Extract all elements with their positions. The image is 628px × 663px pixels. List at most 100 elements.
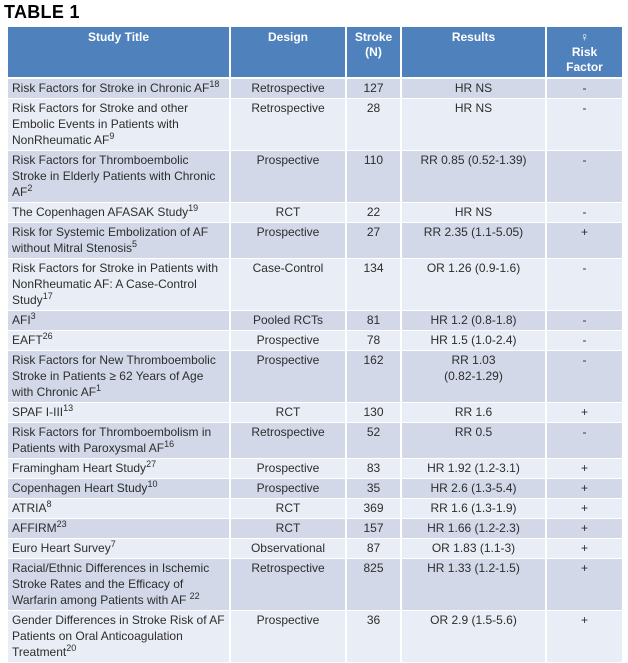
study-title-cell: ATRIA8 [6, 498, 231, 519]
table-row: The Copenhagen AFASAK Study19 RCT 22 HR NS - [6, 202, 624, 223]
reference-superscript: 10 [147, 479, 158, 489]
column-header-study: Study Title [6, 25, 231, 79]
column-header-n: Stroke (N) [345, 25, 402, 79]
risk-factor-cell: - [545, 202, 624, 223]
table-row: Framingham Heart Study27 Prospective 83 HR … [6, 458, 624, 479]
reference-superscript: 7 [110, 539, 116, 549]
risk-factor-cell: - [545, 98, 624, 151]
study-title-cell: Risk Factors for Thromboembolic Stroke i… [6, 150, 231, 203]
risk-factor-cell: + [545, 498, 624, 519]
design-cell: Prospective [229, 458, 347, 479]
stroke-n-cell: 110 [345, 150, 402, 203]
design-cell: Retrospective [229, 422, 347, 459]
studies-table: Study Title Design Stroke (N) Results ♀ Risk… [6, 25, 624, 663]
study-title-cell: Racial/Ethnic Differences in Ischemic St… [6, 558, 231, 611]
stroke-n-cell: 27 [345, 222, 402, 259]
design-cell: Pooled RCTs [229, 310, 347, 331]
table-header: Study Title Design Stroke (N) Results ♀ Risk… [6, 25, 624, 79]
risk-factor-cell: - [545, 258, 624, 311]
risk-factor-cell: + [545, 538, 624, 559]
design-cell: RCT [229, 202, 347, 223]
risk-factor-cell: - [545, 150, 624, 203]
results-cell: HR 1.92 (1.2-3.1) [400, 458, 547, 479]
stroke-n-cell: 28 [345, 98, 402, 151]
table-row: Risk Factors for Thromboembolism in Pati… [6, 422, 624, 459]
study-title-cell: SPAF I-III13 [6, 402, 231, 423]
reference-superscript: 23 [56, 519, 67, 529]
table-row: Copenhagen Heart Study10 Prospective 35 HR … [6, 478, 624, 499]
design-cell: Prospective [229, 330, 347, 351]
design-cell: Retrospective [229, 558, 347, 611]
design-cell: RCT [229, 498, 347, 519]
reference-superscript: 8 [46, 499, 52, 509]
results-cell: RR 1.03 (0.82-1.29) [400, 350, 547, 403]
results-cell: RR 1.6 [400, 402, 547, 423]
table-row: Risk Factors for Stroke and other Emboli… [6, 98, 624, 151]
stroke-n-cell: 36 [345, 610, 402, 663]
header-row: Study Title Design Stroke (N) Results ♀ Risk… [6, 25, 624, 79]
reference-superscript: 19 [188, 203, 199, 213]
design-cell: Retrospective [229, 98, 347, 151]
table-row: ATRIA8 RCT 369 RR 1.6 (1.3-1.9) + [6, 498, 624, 519]
stroke-n-cell: 52 [345, 422, 402, 459]
results-cell: HR 1.5 (1.0-2.4) [400, 330, 547, 351]
study-title-cell: AFFIRM23 [6, 518, 231, 539]
study-title-cell: Risk Factors for Thromboembolism in Pati… [6, 422, 231, 459]
results-cell: OR 1.83 (1.1-3) [400, 538, 547, 559]
risk-factor-cell: + [545, 518, 624, 539]
design-cell: RCT [229, 518, 347, 539]
column-header-risk: ♀ Risk Factor [545, 25, 624, 79]
study-title-cell: Risk for Systemic Embolization of AF wit… [6, 222, 231, 259]
stroke-n-cell: 134 [345, 258, 402, 311]
study-title-cell: Risk Factors for New Thromboembolic Stro… [6, 350, 231, 403]
stroke-n-cell: 35 [345, 478, 402, 499]
results-cell: HR 1.2 (0.8-1.8) [400, 310, 547, 331]
table-row: Gender Differences in Stroke Risk of AF … [6, 610, 624, 663]
table-body: Risk Factors for Stroke in Chronic AF18 R… [6, 77, 624, 663]
stroke-n-cell: 157 [345, 518, 402, 539]
table-row: Risk for Systemic Embolization of AF wit… [6, 222, 624, 259]
stroke-n-cell: 162 [345, 350, 402, 403]
results-cell: HR 2.6 (1.3-5.4) [400, 478, 547, 499]
design-cell: Prospective [229, 150, 347, 203]
table-row: Risk Factors for Thromboembolic Stroke i… [6, 150, 624, 203]
risk-factor-cell: - [545, 77, 624, 99]
stroke-n-cell: 127 [345, 77, 402, 99]
study-title-cell: Risk Factors for Stroke in Chronic AF18 [6, 77, 231, 99]
results-cell: HR 1.33 (1.2-1.5) [400, 558, 547, 611]
results-cell: HR 1.66 (1.2-2.3) [400, 518, 547, 539]
design-cell: Prospective [229, 610, 347, 663]
reference-superscript: 20 [66, 643, 77, 653]
stroke-n-cell: 130 [345, 402, 402, 423]
study-title-cell: AFI3 [6, 310, 231, 331]
stroke-n-cell: 81 [345, 310, 402, 331]
table-row: SPAF I-III13 RCT 130 RR 1.6 + [6, 402, 624, 423]
reference-superscript: 1 [96, 383, 102, 393]
results-cell: RR 0.85 (0.52-1.39) [400, 150, 547, 203]
stroke-n-cell: 825 [345, 558, 402, 611]
results-cell: RR 0.5 [400, 422, 547, 459]
reference-superscript: 18 [209, 79, 220, 89]
risk-factor-cell: - [545, 310, 624, 331]
risk-factor-cell: + [545, 222, 624, 259]
risk-factor-cell: - [545, 350, 624, 403]
reference-superscript: 2 [27, 183, 33, 193]
stroke-n-cell: 83 [345, 458, 402, 479]
risk-factor-cell: + [545, 402, 624, 423]
results-cell: RR 1.6 (1.3-1.9) [400, 498, 547, 519]
column-header-results: Results [400, 25, 547, 79]
study-title-cell: Risk Factors for Stroke and other Emboli… [6, 98, 231, 151]
reference-superscript: 5 [132, 239, 138, 249]
results-cell: OR 2.9 (1.5-5.6) [400, 610, 547, 663]
table-row: AFFIRM23 RCT 157 HR 1.66 (1.2-2.3) + [6, 518, 624, 539]
study-title-cell: Euro Heart Survey7 [6, 538, 231, 559]
table-row: Racial/Ethnic Differences in Ischemic St… [6, 558, 624, 611]
risk-factor-cell: + [545, 478, 624, 499]
design-cell: Prospective [229, 350, 347, 403]
design-cell: Prospective [229, 478, 347, 499]
stroke-n-cell: 22 [345, 202, 402, 223]
reference-superscript: 13 [63, 403, 74, 413]
table-title: TABLE 1 [4, 2, 80, 22]
reference-superscript: 26 [42, 331, 53, 341]
design-cell: Prospective [229, 222, 347, 259]
